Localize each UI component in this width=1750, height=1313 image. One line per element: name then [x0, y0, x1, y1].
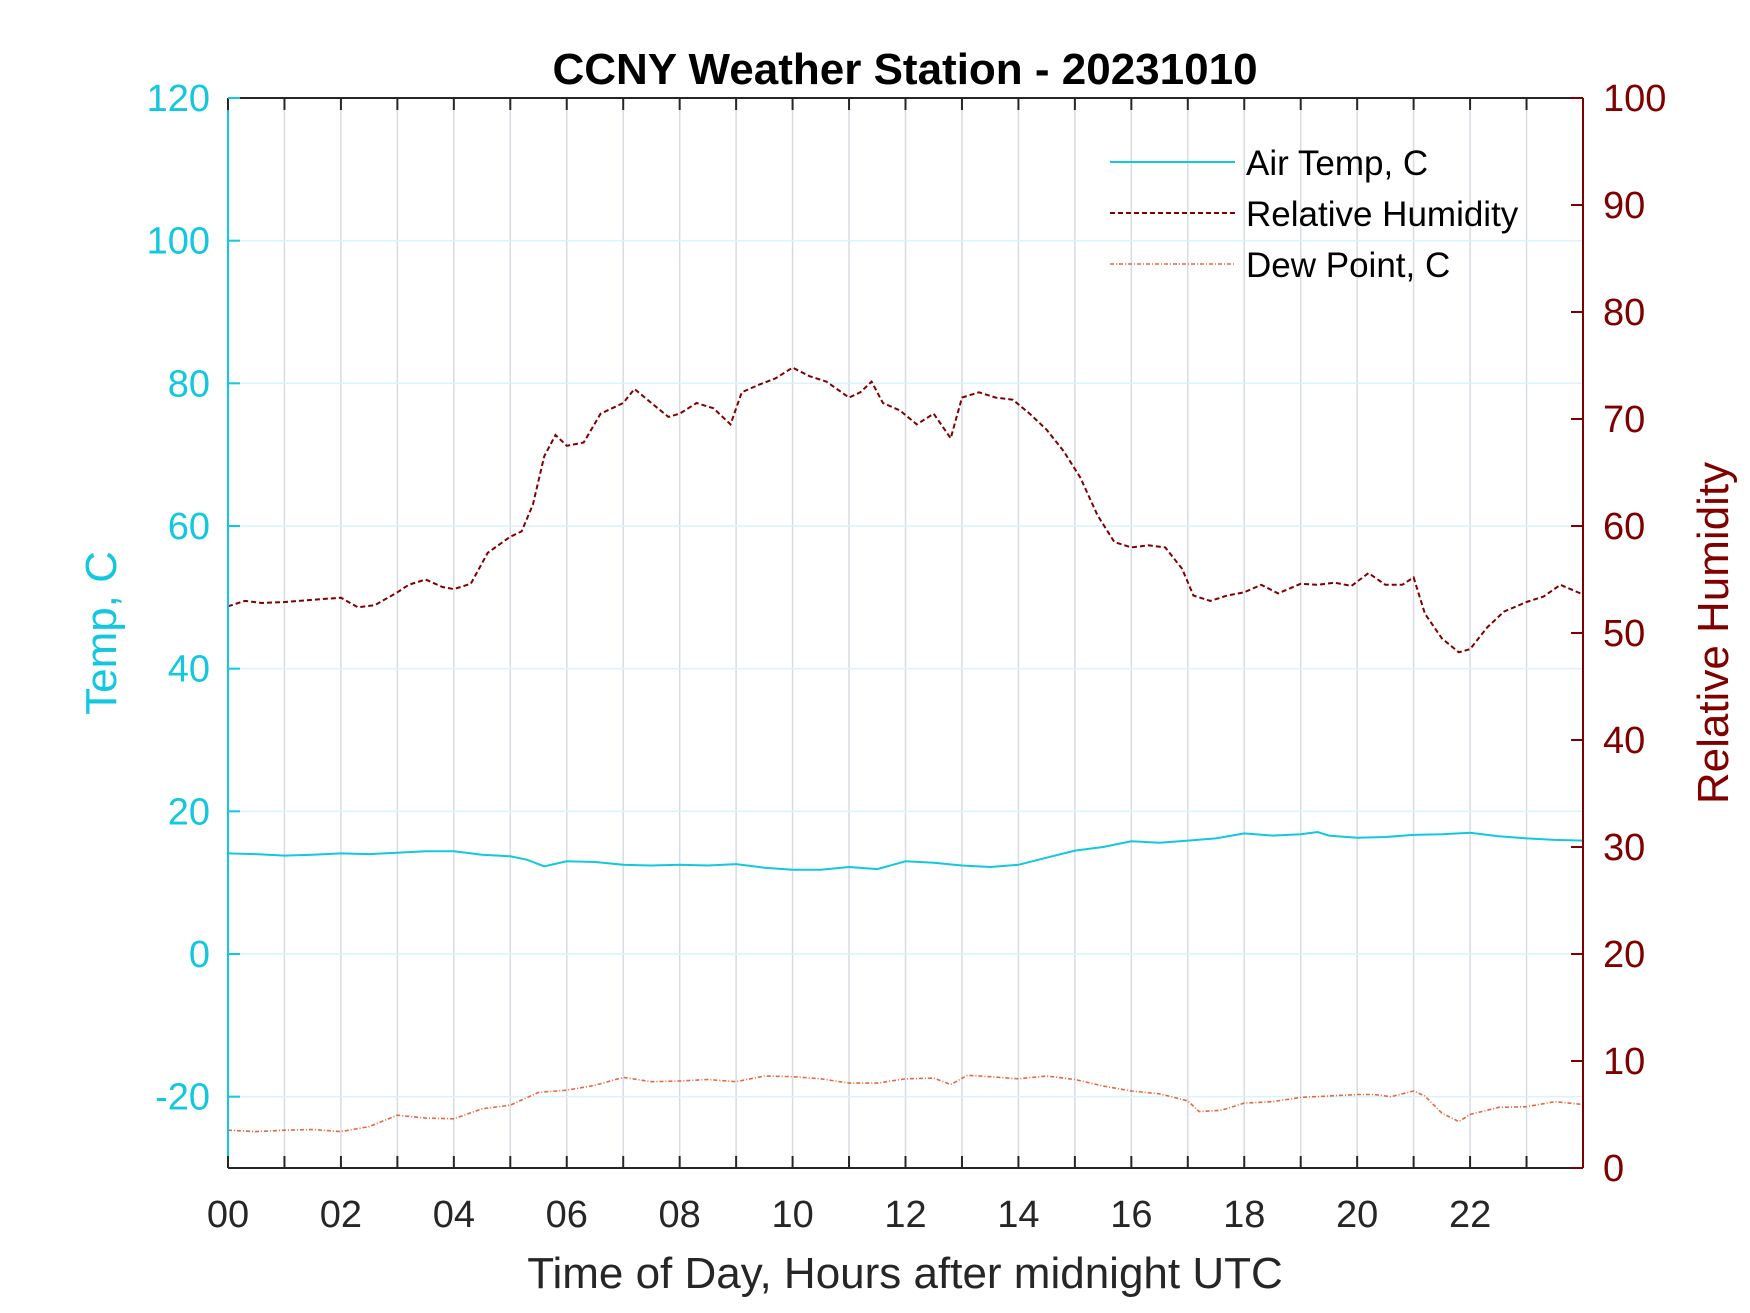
x-tick-label: 12: [884, 1194, 926, 1236]
x-tick-label: 00: [207, 1194, 249, 1236]
y-right-tick-label: 0: [1603, 1148, 1624, 1190]
series-layer: [227, 366, 1584, 1133]
grid: [228, 97, 1583, 1168]
legend: Air Temp, C Relative Humidity Dew Point,…: [1110, 144, 1519, 285]
y-left-tick-label: 100: [147, 221, 210, 263]
y-right-tick-label: 40: [1603, 720, 1645, 762]
y-right-tick-label: 90: [1603, 185, 1645, 227]
y-right-tick-label: 20: [1603, 934, 1645, 976]
legend-label-air-temp: Air Temp, C: [1246, 144, 1428, 183]
y-left-tick-label: 80: [168, 363, 210, 405]
x-tick-label: 08: [659, 1194, 701, 1236]
legend-label-dew-point: Dew Point, C: [1246, 246, 1450, 285]
y-right-tick-label: 50: [1603, 613, 1645, 655]
x-tick-label: 18: [1223, 1194, 1265, 1236]
y-right-tick-label: 70: [1603, 399, 1645, 441]
y-right-tick-label: 100: [1603, 78, 1666, 120]
y-right-tick-label: 30: [1603, 827, 1645, 869]
tick-labels: 00 02 04 06 08 10 12 14 16 18 20 22120100806040200-…: [147, 78, 1667, 1236]
y-right-tick-label: 10: [1603, 1041, 1645, 1083]
y-left-tick-label: 120: [147, 78, 210, 120]
series-line-air-temp: [227, 830, 1584, 871]
x-tick-label: 16: [1110, 1194, 1152, 1236]
y-left-tick-label: 0: [189, 934, 210, 976]
y-right-tick-label: 80: [1603, 292, 1645, 334]
y-axis-label-left: Temp, C: [77, 551, 126, 715]
legend-label-relative-humidity: Relative Humidity: [1246, 195, 1519, 234]
axes: [227, 97, 1584, 1169]
x-tick-label: 04: [433, 1194, 475, 1236]
y-left-tick-label: 60: [168, 506, 210, 548]
y-right-tick-label: 60: [1603, 506, 1645, 548]
y-left-tick-label: 20: [168, 791, 210, 833]
series-line-dew-point: [227, 1074, 1584, 1133]
x-tick-label: 02: [320, 1194, 362, 1236]
x-tick-label: 14: [997, 1194, 1039, 1236]
y-axis-label-right: Relative Humidity: [1689, 462, 1738, 804]
y-left-tick-label: -20: [155, 1077, 210, 1119]
x-axis-label: Time of Day, Hours after midnight UTC: [527, 1249, 1283, 1298]
x-tick-label: 06: [546, 1194, 588, 1236]
y-left-tick-label: 40: [168, 649, 210, 691]
x-tick-label: 20: [1336, 1194, 1378, 1236]
x-tick-label: 22: [1449, 1194, 1491, 1236]
chart-title: CCNY Weather Station - 20231010: [552, 45, 1257, 94]
x-tick-label: 10: [771, 1194, 813, 1236]
